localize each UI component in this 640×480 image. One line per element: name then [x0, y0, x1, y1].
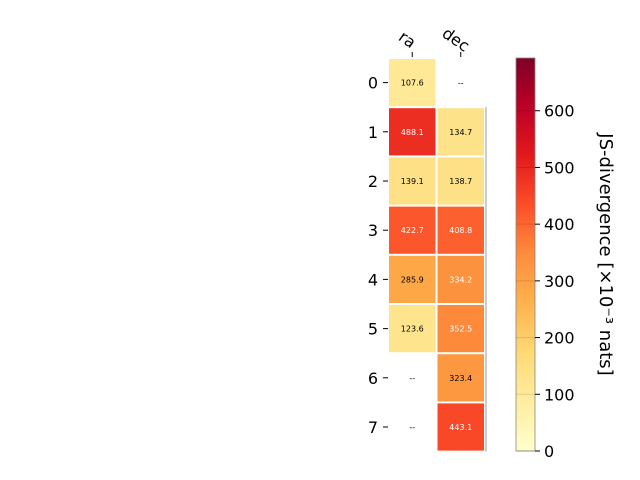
heatmap-cell — [389, 157, 436, 205]
heatmap-cell — [437, 108, 484, 156]
colorbar: 0 100 200 300 400 500 600 JS-divergence [×10⁻³… — [515, 57, 616, 461]
heatmap-cell — [437, 255, 484, 303]
x-tick-label: ra — [395, 27, 419, 52]
cell-value-label: 285.9 — [401, 275, 424, 284]
cell-value-label: 334.2 — [449, 275, 472, 284]
cell-value-label: 488.1 — [401, 128, 424, 137]
heatmap-cell — [389, 108, 436, 156]
cell-value-label: 443.1 — [449, 423, 472, 432]
heatmap-cell — [389, 255, 436, 303]
cell-value-label: 123.6 — [401, 325, 424, 334]
cell-value-label: 139.1 — [401, 177, 424, 186]
cell-value-label: 323.4 — [449, 374, 472, 383]
cell-missing-label: -- — [409, 374, 415, 383]
y-tick-label: 0 — [368, 74, 378, 93]
y-tick-label: 7 — [368, 418, 378, 437]
cell-value-label: 138.7 — [449, 177, 472, 186]
colorbar-tick-label: 200 — [544, 329, 575, 348]
heatmap-cell — [437, 305, 484, 353]
cell-value-label: 408.8 — [449, 226, 472, 235]
colorbar-ticks: 0 100 200 300 400 500 600 — [516, 102, 575, 461]
cell-value-label: 352.5 — [449, 325, 472, 334]
heatmap-cell — [437, 403, 484, 451]
colorbar-tick-label: 100 — [544, 385, 575, 404]
y-tick-label: 4 — [368, 270, 378, 289]
y-axis-ticks: 0 1 2 3 4 5 6 7 — [368, 74, 388, 437]
cell-value-label: 107.6 — [401, 79, 424, 88]
heatmap-cell — [437, 157, 484, 205]
y-tick-label: 6 — [368, 369, 378, 388]
heatmap-cell — [437, 354, 484, 402]
cell-missing-label: -- — [458, 79, 464, 88]
x-tick-label: dec — [439, 23, 473, 55]
x-axis-ticks: ra dec — [395, 23, 473, 57]
colorbar-tick-label: 300 — [544, 272, 575, 291]
colorbar-tick-label: 500 — [544, 158, 575, 177]
y-tick-label: 3 — [368, 221, 378, 240]
y-tick-label: 1 — [368, 123, 378, 142]
heatmap-cell — [389, 305, 436, 353]
y-tick-label: 5 — [368, 320, 378, 339]
colorbar-tick-label: 400 — [544, 215, 575, 234]
colorbar-label: JS-divergence [×10⁻³ nats] — [595, 132, 616, 375]
colorbar-gradient — [515, 57, 536, 452]
colorbar-tick-label: 600 — [544, 102, 575, 121]
y-tick-label: 2 — [368, 172, 378, 191]
cell-value-label: 134.7 — [449, 128, 472, 137]
colorbar-tick-label: 0 — [544, 442, 554, 461]
heatmap-cell — [389, 206, 436, 254]
cell-value-label: 422.7 — [401, 226, 424, 235]
heatmap-cells: 107.6 -- 488.1 134.7 139.1 138.7 422.7 408.8 285… — [389, 59, 484, 451]
cell-missing-label: -- — [409, 423, 415, 432]
heatmap-cell — [437, 206, 484, 254]
heatmap-cell — [389, 59, 436, 107]
